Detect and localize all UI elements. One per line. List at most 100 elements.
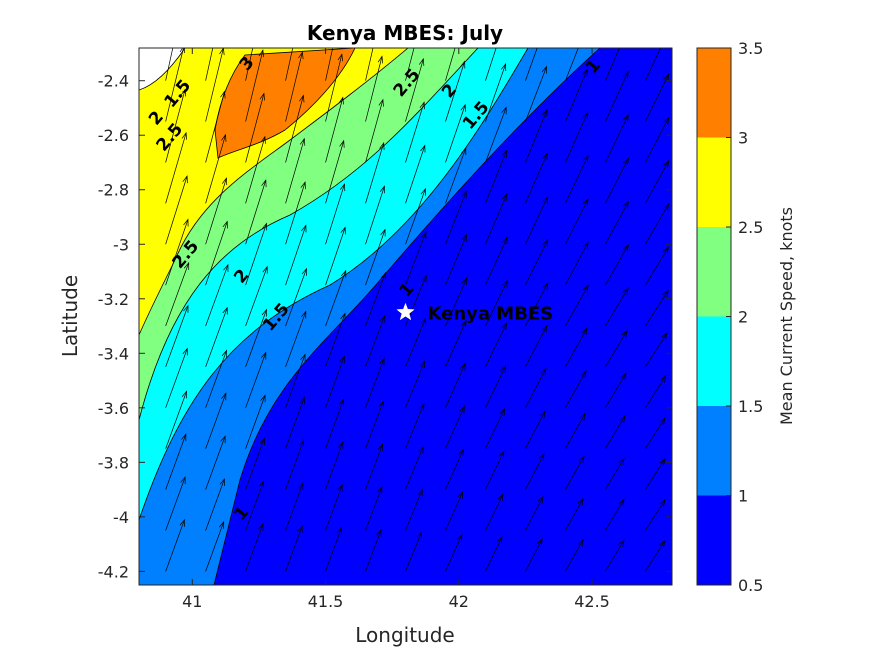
current-arrow-head	[299, 396, 305, 405]
current-arrow-head	[336, 526, 342, 535]
current-arrow-head	[338, 96, 344, 105]
current-arrow-head	[622, 70, 629, 79]
current-arrow	[245, 523, 264, 572]
current-arrow	[565, 539, 584, 572]
current-arrow	[605, 48, 620, 81]
current-arrow	[365, 99, 384, 163]
current-arrow	[485, 536, 503, 572]
current-arrow-head	[623, 114, 629, 123]
colorbar-tick-label: 2.5	[738, 218, 763, 237]
colorbar-tick-label: 1.5	[738, 397, 763, 416]
current-arrow-head	[542, 282, 549, 290]
current-arrow-head	[222, 220, 228, 229]
current-arrow-head	[460, 103, 466, 112]
current-arrow	[325, 313, 346, 368]
current-arrow	[485, 237, 508, 286]
current-arrow-head	[580, 370, 587, 378]
current-arrow-head	[582, 198, 589, 207]
current-arrow	[525, 109, 548, 163]
current-arrow-head	[659, 539, 666, 548]
y-tick-label: -3.2	[98, 290, 129, 309]
current-arrow-head	[541, 324, 548, 333]
y-axis-ticks: -2.4 -2.6 -2.8 -3 -3.2 -3.4 -3.6 -3.8 -4 -4.2	[98, 72, 672, 581]
current-arrow-head	[582, 26, 587, 33]
current-arrow	[645, 499, 666, 531]
current-arrow-head	[421, 274, 427, 283]
current-arrow	[245, 223, 267, 286]
current-arrow-head	[659, 417, 666, 425]
current-arrow	[165, 519, 185, 572]
current-arrow-head	[339, 355, 345, 364]
current-arrow-head	[298, 439, 304, 448]
current-arrow	[645, 458, 666, 490]
current-arrow	[165, 262, 190, 327]
current-arrow-head	[340, 226, 346, 235]
current-arrow-head	[301, 310, 307, 319]
current-arrow-head	[181, 390, 187, 399]
current-arrow	[205, 350, 227, 408]
current-arrow	[285, 225, 307, 286]
current-arrow-head	[458, 448, 464, 457]
current-arrow	[445, 147, 467, 204]
current-arrow	[285, 397, 305, 449]
colorbar-tick-label: 3	[738, 129, 748, 148]
current-arrow-head	[662, 246, 669, 255]
current-arrow	[445, 277, 468, 327]
y-tick-label: -3	[113, 235, 129, 254]
current-arrow-head	[340, 269, 347, 278]
current-arrow	[325, 356, 345, 408]
current-arrow-head	[338, 398, 344, 407]
current-arrow-head	[618, 457, 625, 466]
current-arrow	[365, 444, 383, 490]
current-arrow	[445, 234, 468, 286]
current-arrow	[285, 48, 294, 81]
current-arrow	[405, 188, 426, 245]
current-arrow-head	[377, 13, 382, 20]
current-arrow-head	[379, 357, 385, 366]
current-arrow-head	[218, 5, 223, 12]
contour-band-3-3-5	[214, 48, 356, 159]
current-arrow-head	[421, 231, 427, 240]
current-arrow-head	[219, 478, 225, 487]
current-arrow	[525, 196, 548, 245]
current-arrow-head	[298, 9, 303, 16]
current-arrow-head	[582, 241, 589, 250]
current-arrow	[645, 247, 669, 286]
current-arrow	[205, 48, 214, 81]
current-arrow-head	[538, 453, 545, 461]
current-arrow-head	[379, 185, 386, 194]
current-arrow-head	[300, 181, 306, 190]
current-arrow-head	[180, 88, 187, 97]
current-arrow	[525, 153, 548, 204]
current-arrow	[605, 458, 625, 490]
current-arrow	[525, 282, 549, 327]
x-axis-ticks: 41 41.5 42 42.5	[182, 48, 610, 611]
current-arrow-head	[662, 289, 669, 298]
current-arrow-head	[659, 498, 666, 507]
current-arrow	[245, 180, 267, 245]
current-arrow	[205, 48, 224, 122]
current-arrow	[365, 56, 383, 122]
current-arrow	[565, 456, 585, 490]
current-arrow	[565, 112, 589, 163]
current-arrow	[165, 391, 187, 449]
current-arrow-head	[618, 539, 625, 548]
current-arrow-head	[542, 152, 548, 161]
current-arrow	[245, 395, 266, 449]
x-tick-label: 41.5	[308, 592, 344, 611]
current-arrow	[525, 66, 547, 122]
current-arrow-head	[181, 433, 187, 442]
current-arrow-head	[623, 157, 629, 166]
current-arrow	[565, 242, 589, 286]
current-arrow	[245, 438, 265, 490]
y-tick-label: -4	[113, 508, 129, 527]
current-arrow	[565, 498, 584, 531]
current-arrow	[405, 58, 424, 122]
current-arrow	[325, 441, 344, 490]
current-arrow	[565, 155, 589, 204]
current-arrow-head	[420, 144, 426, 153]
current-arrow-head	[297, 524, 303, 533]
current-arrow	[405, 446, 424, 490]
current-arrow-head	[578, 455, 585, 464]
